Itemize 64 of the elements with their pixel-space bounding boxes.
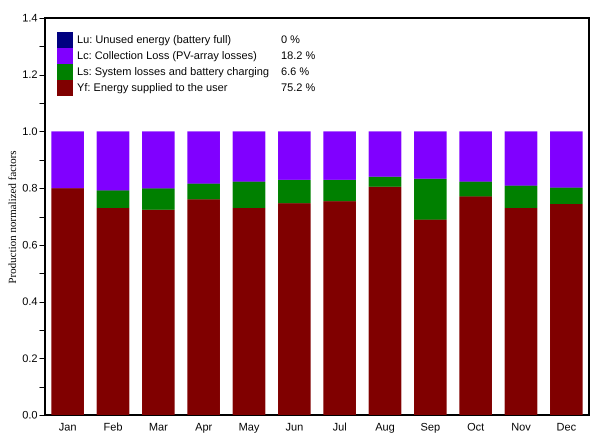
x-tick-label: Mar (148, 422, 168, 434)
bar (368, 176, 402, 187)
annotation: 75.2 % (281, 82, 316, 94)
x-tick-label: Apr (195, 422, 213, 434)
bar (368, 186, 402, 415)
bar (51, 131, 84, 188)
x-tick-label: May (238, 422, 260, 434)
legend-label: Lc: Collection Loss (PV-array losses) (77, 50, 257, 62)
bar (323, 131, 356, 180)
bar (368, 131, 402, 177)
y-tick-label: 0.6 (22, 239, 38, 252)
bar (459, 196, 492, 415)
bar (323, 201, 356, 415)
x-tick-label: Oct (467, 422, 484, 434)
bar (142, 131, 175, 188)
bar (232, 208, 266, 415)
bar (278, 203, 311, 415)
x-tick-label: Aug (375, 422, 395, 434)
x-tick-label: Sep (420, 422, 440, 434)
annotation: 18.2 % (281, 50, 316, 62)
y-tick-label: 0.4 (22, 296, 38, 308)
bar (323, 180, 356, 202)
bar (278, 180, 311, 204)
bar (550, 131, 583, 188)
bar (187, 131, 220, 184)
bar (96, 190, 130, 208)
bar (232, 182, 266, 208)
x-tick-label: Jun (285, 422, 304, 434)
bar (414, 220, 447, 415)
bar (51, 188, 84, 415)
bar (459, 131, 492, 182)
x-tick-label: Dec (556, 422, 577, 434)
legend-label: Yf: Energy supplied to the user (77, 82, 228, 94)
annotation: 6.6 % (281, 66, 310, 78)
bar (187, 199, 220, 415)
legend-label: Lu: Unused energy (battery full) (77, 34, 232, 46)
bar (96, 208, 130, 415)
y-tick-label: 0.2 (22, 352, 38, 365)
bar (414, 178, 447, 220)
bar (504, 186, 538, 208)
x-tick-label: Feb (104, 422, 122, 434)
bar (459, 182, 492, 196)
x-tick-label: Jul (332, 422, 347, 434)
annotation: 0 % (281, 34, 300, 46)
x-tick-label: Nov (511, 422, 532, 434)
bar (187, 184, 220, 200)
bar (96, 131, 130, 190)
bar (414, 131, 447, 179)
y-tick-label: 0.8 (22, 182, 38, 195)
bar (142, 210, 175, 415)
bar (232, 131, 266, 182)
bar (550, 188, 583, 204)
y-tick-label: 1.0 (22, 126, 38, 138)
y-tick-label: 1.4 (22, 12, 38, 24)
bar (278, 131, 311, 180)
y-axis-title: Production normalized factors (7, 150, 20, 284)
y-tick-label: 0.0 (22, 410, 38, 422)
legend-label: Ls: System losses and battery charging (77, 66, 269, 78)
bar (504, 131, 538, 186)
bar (550, 204, 583, 415)
y-tick-label: 1.2 (22, 69, 38, 82)
bar (142, 188, 175, 210)
x-tick-label: Jan (58, 422, 77, 434)
bar (504, 208, 538, 415)
